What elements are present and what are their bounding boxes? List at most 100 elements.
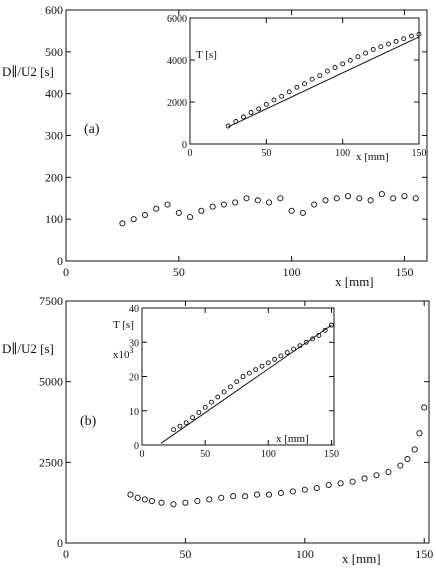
panel-a-point: [220, 201, 227, 208]
panel-b-point: [127, 491, 134, 498]
panel-b-ytick-label: 7500: [39, 294, 63, 308]
panel-b-point: [218, 494, 225, 501]
panel-a-point: [198, 207, 205, 214]
panel-b-point: [254, 491, 261, 498]
panel-a-inset-point: [393, 38, 399, 44]
panel-b-inset-point: [234, 379, 240, 385]
panel-b-point: [141, 496, 148, 503]
panel-b-point: [337, 480, 344, 487]
panel-a-xtick-label: 0: [63, 265, 69, 279]
panel-b-point: [325, 481, 332, 488]
panel-a-point: [254, 197, 261, 204]
panel-a-ytick-label: 100: [45, 212, 63, 226]
panel-b-inset-point: [183, 420, 189, 426]
panel-b-inset: 0 10 20 30 40 0 50 100 150 T [s] x103 x [mm]: [113, 304, 339, 460]
panel-a-xtick-label: 50: [173, 265, 185, 279]
panel-b-inset-xtick-label: 0: [140, 449, 145, 460]
panel-a-inset-point: [256, 106, 262, 112]
panel-a-ytick-label: 200: [45, 170, 63, 184]
panel-a-point: [232, 199, 239, 206]
panel-a-inset-ytick-label: 4000: [167, 56, 187, 67]
panel-b-inset-multiplier: x103: [113, 346, 134, 361]
panel-b-inset-background: [140, 306, 336, 447]
panel-a-inset-point: [263, 101, 269, 107]
panel-b-point: [385, 468, 392, 476]
panel-b-point: [134, 494, 141, 501]
panel-a-inset-point: [271, 97, 277, 103]
panel-a-inset-background: [188, 16, 421, 146]
panel-a-point: [322, 197, 329, 204]
panel-b-inset-point: [253, 367, 259, 373]
panel-b-point: [265, 491, 273, 498]
panel-b-point: [148, 498, 156, 505]
panel-b-ytick-label: 0: [57, 536, 63, 550]
panel-a-inset-point: [324, 68, 330, 74]
panel-a-point: [401, 193, 408, 200]
panel-b-inset-multiplier-exp: 3: [130, 346, 134, 355]
panel-a-inset-point: [317, 73, 323, 79]
panel-a-inset-point: [279, 93, 285, 99]
panel-a-inset-point: [340, 61, 346, 67]
panel-b-inset-point: [215, 394, 221, 400]
panel-a-ylabel: D∥/U2 [s]: [2, 64, 54, 79]
panel-a-inset-ytick-label: 2000: [167, 98, 187, 109]
panel-a-inset-point: [347, 57, 353, 63]
panel-a-inset-point: [286, 89, 292, 95]
panel-b-inset-point: [322, 327, 328, 333]
panel-b-xtick-label: 100: [296, 547, 314, 561]
panel-b-inset-point: [272, 356, 278, 362]
panel-a-point: [390, 195, 397, 202]
panel-b-inset-point: [278, 353, 284, 359]
panel-a-point: [378, 191, 385, 198]
panel-b-inset-point: [329, 322, 334, 328]
panel-b-inset-xtick-label: 150: [324, 449, 339, 460]
panel-b-point: [158, 499, 165, 506]
panel-b-point: [397, 462, 404, 469]
panel-b-point: [170, 501, 177, 508]
panel-b-inset-point: [221, 389, 227, 395]
panel-b-xlabel: x [mm]: [342, 551, 381, 566]
panel-b-inset-ylabel: T [s]: [113, 319, 134, 331]
panel-a-xtick-label: 100: [283, 265, 301, 279]
panel-a-ytick-label: 400: [45, 87, 63, 101]
panel-b-inset-point: [209, 399, 214, 405]
panel-a-inset-point: [401, 36, 407, 42]
panel-a-ytick-label: 0: [57, 254, 63, 268]
panel-a-inset-point: [363, 50, 369, 56]
panel-b-inset-point: [284, 350, 290, 355]
panel-b-point: [411, 446, 418, 453]
panel-a-inset-point: [332, 65, 338, 70]
panel-b-inset-xtick-label: 50: [200, 449, 210, 460]
panel-a-point: [311, 201, 318, 208]
panel-a-inset-frame: [189, 17, 420, 145]
panel-a-inset-point: [240, 114, 246, 120]
panel-a-ytick-label: 500: [45, 45, 63, 59]
panel-b-inset-point: [240, 374, 246, 379]
panel-b-inset-point: [177, 423, 183, 429]
panel-b-inset-point: [259, 363, 265, 369]
panel-b-inset-point: [227, 384, 233, 390]
panel-a-inset-point: [416, 31, 422, 37]
panel-b-point: [416, 430, 423, 437]
panel-a-inset-point: [248, 110, 254, 115]
panel-b-inset-ytick-label: 40: [129, 304, 139, 315]
panel-a-point: [333, 195, 340, 202]
panel-a-point: [130, 216, 137, 223]
panel-b-point: [301, 486, 308, 493]
panel-a-ytick-label: 600: [45, 3, 63, 17]
panel-a-ytick-label: 300: [45, 129, 63, 143]
panel-b-inset-point: [246, 370, 252, 376]
panel-a-point: [288, 207, 295, 214]
panel-a-point: [175, 209, 182, 216]
panel-b-point: [289, 488, 296, 495]
panel-b-inset-ytick-label: 0: [134, 441, 139, 452]
panel-b-inset-ytick-label: 30: [129, 338, 139, 349]
panel-a-inset-point: [355, 54, 361, 60]
panel-b-inset-fit-line: [160, 324, 332, 444]
panel-a-inset-ylabel: T [s]: [196, 49, 217, 61]
panel-b-point: [206, 496, 213, 503]
panel-b-point: [361, 475, 368, 482]
panel-b-ytick-label: 5000: [39, 375, 63, 389]
panel-a-xlabel: x [mm]: [335, 274, 374, 289]
